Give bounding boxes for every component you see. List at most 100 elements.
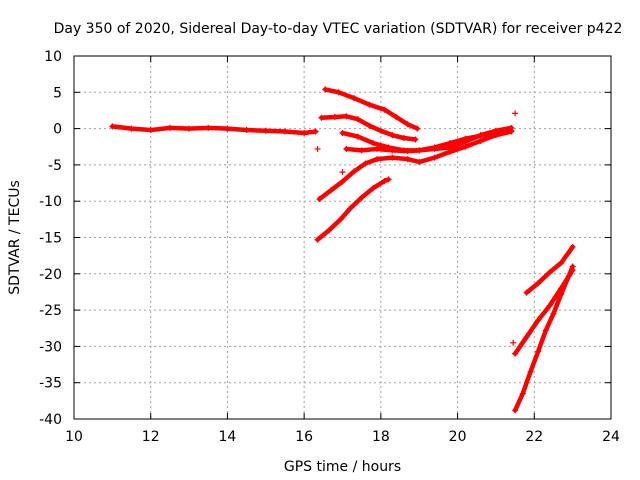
series-arc-1 — [109, 123, 319, 136]
data-point — [546, 302, 553, 309]
data-point — [262, 127, 269, 134]
data-point — [512, 350, 519, 357]
data-point — [546, 269, 553, 276]
data-point — [527, 368, 534, 375]
y-tick-label: -40 — [39, 412, 62, 428]
data-point — [477, 132, 484, 139]
data-point — [339, 129, 346, 136]
data-point — [205, 124, 212, 131]
data-trace — [322, 87, 420, 131]
data-point — [558, 291, 565, 298]
data-point — [404, 156, 411, 163]
data-point — [512, 407, 519, 414]
data-point — [512, 110, 519, 117]
data-point — [404, 121, 411, 128]
data-point — [404, 148, 411, 155]
data-point — [462, 138, 469, 145]
data-point — [523, 333, 530, 340]
y-axis-title: SDTVAR / TECUs — [7, 180, 23, 295]
data-point — [535, 280, 542, 287]
data-point — [314, 145, 321, 152]
data-point — [569, 243, 576, 250]
data-point — [416, 147, 423, 154]
tick-labels: 10 12 14 16 18 20 22 24 10 5 0 -5 -10 -15 -20 -25 -30 -35… — [39, 49, 620, 445]
data-point — [446, 148, 453, 155]
data-point — [400, 135, 407, 142]
x-tick-label: 14 — [219, 429, 237, 445]
y-tick-label: -20 — [39, 267, 62, 283]
data-point — [550, 310, 557, 317]
series-arc-10 — [523, 243, 576, 296]
data-point — [243, 127, 250, 134]
data-point — [416, 158, 423, 165]
data-point — [318, 114, 325, 121]
data-point — [381, 106, 388, 113]
data-point — [326, 227, 333, 234]
data-point — [335, 89, 342, 96]
data-point — [347, 205, 354, 212]
data-point — [354, 133, 361, 140]
data-point — [370, 185, 377, 192]
data-point — [462, 143, 469, 150]
data-trace — [315, 177, 391, 242]
data-point — [322, 86, 329, 93]
data-point — [569, 263, 576, 270]
y-tick-label: -25 — [39, 303, 62, 319]
data-point — [431, 145, 438, 152]
data-point — [343, 113, 350, 120]
chart-title: Day 350 of 2020, Sidereal Day-to-day VTE… — [54, 21, 623, 37]
data-point — [354, 116, 361, 123]
data-point — [312, 128, 319, 135]
data-point — [343, 145, 350, 152]
series-arc-7 — [314, 176, 392, 243]
x-tick-label: 12 — [142, 429, 160, 445]
data-point — [358, 194, 365, 201]
data-point — [316, 196, 323, 203]
data-markers — [109, 86, 576, 414]
data-point — [381, 177, 388, 184]
data-point — [412, 136, 419, 143]
data-point — [366, 122, 373, 129]
data-point — [301, 129, 308, 136]
y-tick-label: -15 — [39, 231, 62, 247]
data-point — [385, 176, 392, 183]
grid-lines — [74, 56, 611, 419]
series-arc-2 — [322, 86, 421, 132]
data-point — [351, 168, 358, 175]
data-point — [535, 317, 542, 324]
series-arc-3 — [318, 113, 419, 143]
data-point — [109, 123, 116, 130]
data-point — [477, 137, 484, 144]
data-point — [314, 236, 321, 243]
data-point — [366, 101, 373, 108]
data-point — [327, 187, 334, 194]
data-point — [370, 140, 377, 147]
data-point — [535, 348, 542, 355]
x-tick-label: 10 — [65, 429, 83, 445]
data-point — [339, 178, 346, 185]
x-tick-label: 24 — [602, 429, 620, 445]
data-point — [558, 259, 565, 266]
data-point — [186, 125, 193, 132]
data-point — [523, 289, 530, 296]
y-tick-label: -30 — [39, 339, 62, 355]
data-point — [510, 339, 517, 346]
y-tick-label: 5 — [53, 85, 62, 101]
y-tick-label: 10 — [44, 49, 62, 65]
data-point — [431, 154, 438, 161]
y-tick-label: -35 — [39, 376, 62, 392]
data-point — [508, 128, 515, 135]
data-point — [339, 169, 346, 176]
data-point — [414, 125, 421, 132]
data-point — [281, 128, 288, 135]
data-point — [337, 216, 344, 223]
data-point — [166, 124, 173, 131]
y-tick-label: -5 — [48, 158, 62, 174]
data-point — [389, 147, 396, 154]
plot-frame — [73, 55, 612, 420]
data-point — [393, 113, 400, 120]
data-point — [147, 127, 154, 134]
x-tick-label: 20 — [449, 429, 467, 445]
data-point — [351, 95, 358, 102]
